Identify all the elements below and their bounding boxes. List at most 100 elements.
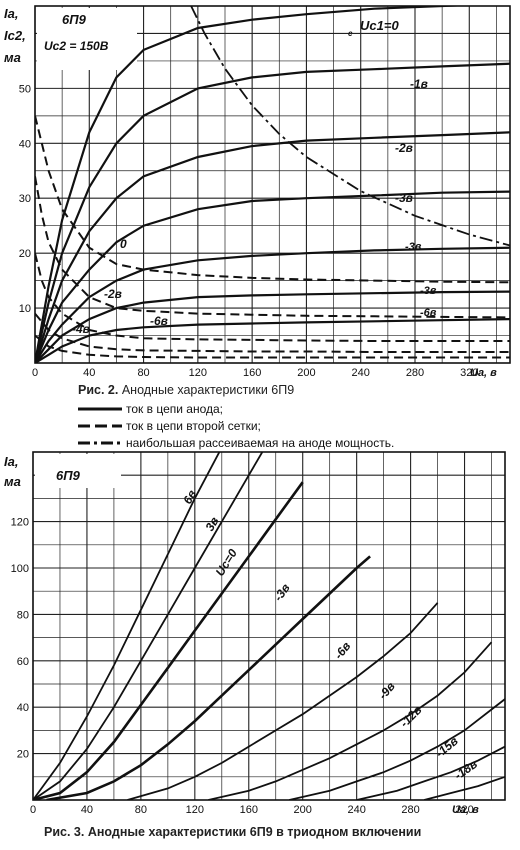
x-axis-label: Ua, в	[452, 804, 479, 816]
x-tick-label: 40	[83, 367, 95, 379]
legend-label: ток в цепи второй сетки;	[126, 419, 261, 433]
x-tick-label: 120	[189, 367, 207, 379]
series-line	[208, 641, 493, 800]
x-tick-label: 320	[460, 367, 478, 379]
legend-label: наибольшая рассеиваемая на аноде мощност…	[126, 436, 395, 450]
series-line-screen	[35, 312, 510, 353]
y-axis-label: ма	[4, 474, 21, 489]
legend-max-power: наибольшая рассеиваемая на аноде мощност…	[78, 435, 394, 451]
y-axis-label: Ia,	[4, 454, 18, 469]
figure-3-caption-text: Анодные характеристики 6П9 в триодном вк…	[87, 825, 422, 839]
y-tick-label: 20	[17, 749, 29, 761]
x-tick-label: 40	[81, 804, 93, 816]
series-line	[127, 602, 439, 800]
y-axis-label: ма	[4, 50, 21, 65]
y-tick-label: 80	[17, 609, 29, 621]
y-axis-label: Ic2,	[4, 28, 26, 43]
curve-label: 0	[120, 237, 127, 251]
curve-label: 6в	[180, 488, 199, 507]
x-tick-label: 120	[186, 804, 204, 816]
series-line	[423, 775, 505, 800]
series-line-screen	[35, 176, 510, 319]
y-tick-label: 30	[19, 193, 31, 205]
series-line	[33, 452, 264, 800]
curve-label: -6в	[150, 314, 168, 328]
legend-anode-current: ток в цепи анода;	[78, 401, 223, 417]
series-line	[356, 745, 505, 800]
x-tick-label: 80	[137, 367, 149, 379]
curve-label: -3в	[420, 285, 437, 297]
figure-2-caption-prefix: Рис. 2.	[78, 383, 119, 397]
y-tick-label: 60	[17, 656, 29, 668]
curve-label: -6в	[420, 307, 437, 319]
y-tick-label: 40	[19, 138, 31, 150]
series-line-screen	[35, 115, 510, 284]
x-tick-label: 80	[135, 804, 147, 816]
series-line	[288, 697, 505, 800]
figure-2-caption-text: Анодные характеристики 6П9	[121, 383, 295, 397]
x-axis-label: Ua, в	[470, 367, 497, 379]
tube-label: 6П9	[62, 12, 87, 27]
curve-label: -1в	[410, 77, 428, 91]
curve-label: -3в	[405, 241, 422, 253]
curve-label: -2в	[395, 141, 413, 155]
series-line-screen	[35, 334, 510, 359]
tube-label: 6П9	[56, 468, 81, 483]
x-tick-label: 0	[30, 804, 36, 816]
info-box	[37, 8, 137, 70]
y-tick-label: 20	[19, 248, 31, 260]
series-line-anode	[35, 131, 510, 363]
series-line-screen	[35, 252, 510, 342]
x-tick-label: 0	[32, 367, 38, 379]
figure-2-caption: Рис. 2. Анодные характеристики 6П9	[78, 383, 294, 397]
x-tick-label: 240	[347, 804, 365, 816]
curve-label: -9в	[376, 679, 398, 702]
curve-label: -3в	[271, 581, 293, 604]
series-line	[46, 555, 371, 800]
y-axis-label: Ia,	[4, 6, 18, 21]
x-tick-label: 200	[294, 804, 312, 816]
curve-label: 3в	[202, 514, 221, 533]
curve-label: -3в	[395, 191, 413, 205]
figure-3-caption: Рис. 3. Анодные характеристики 6П9 в три…	[44, 825, 421, 839]
x-tick-label: 160	[243, 367, 261, 379]
series-line	[33, 452, 221, 800]
legend-label: ток в цепи анода;	[126, 402, 223, 416]
x-tick-label: 160	[240, 804, 258, 816]
legend-dashed-line-swatch	[78, 424, 122, 428]
y-tick-label: 50	[19, 83, 31, 95]
y-tick-label: 120	[11, 517, 29, 529]
x-tick-label: 200	[297, 367, 315, 379]
x-tick-label: 240	[352, 367, 370, 379]
curve-label: Uc1=0	[360, 18, 399, 33]
x-tick-label: 320	[455, 804, 473, 816]
chart-anode-characteristics: 0 40 80 120 160 200 240 280 320 10 20 30 40 50 Ia, Ic2,…	[4, 5, 511, 379]
y-tick-label: 10	[19, 303, 31, 315]
curve-label: -15в	[433, 734, 461, 761]
series-line	[33, 481, 304, 800]
x-tick-label: 280	[401, 804, 419, 816]
legend-solid-line-swatch	[78, 407, 122, 411]
series-line-anode	[35, 318, 510, 363]
chart-triode-characteristics: 0 40 80 120 160 200 240 280 320 20 40 60 80 100 120 Ia,…	[4, 451, 506, 816]
plot-frame	[34, 5, 511, 364]
series-line-anode	[35, 290, 510, 363]
x-tick-label: 280	[406, 367, 424, 379]
y-tick-label: 100	[11, 563, 29, 575]
figure-3-caption-prefix: Рис. 3.	[44, 825, 85, 839]
curve-label: -4в	[72, 322, 90, 336]
subtitle: Uc2 = 150В	[44, 39, 109, 53]
series-line-power	[190, 6, 510, 247]
curve-label-subscript: c	[348, 29, 353, 38]
plot-frame	[32, 451, 506, 801]
curve-label: -2в	[104, 287, 122, 301]
series-line-anode	[35, 6, 470, 363]
legend-dashdot-line-swatch	[78, 441, 122, 445]
y-tick-label: 40	[17, 702, 29, 714]
series-line-anode	[35, 246, 510, 363]
legend-screen-current: ток в цепи второй сетки;	[78, 418, 261, 434]
info-box	[35, 454, 121, 488]
series-line-anode	[35, 190, 510, 363]
series-line-anode	[35, 62, 510, 363]
